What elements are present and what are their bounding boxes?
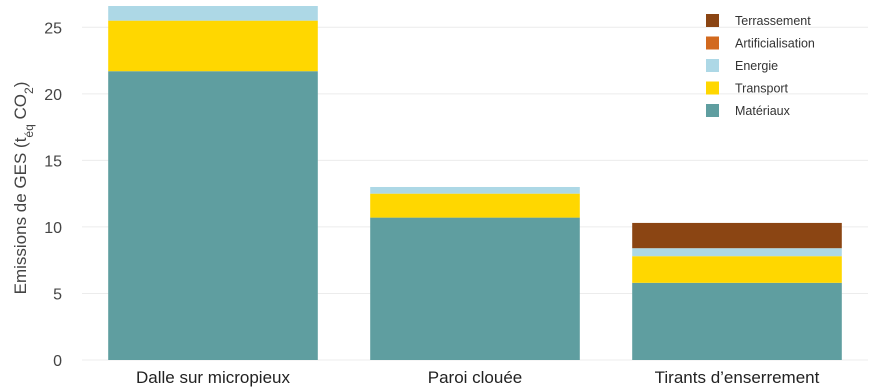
legend-swatch — [706, 81, 719, 95]
x-category-label: Tirants d’enserrement — [655, 368, 820, 387]
bar-segment-energie-3 — [632, 248, 842, 257]
legend-label: Matériaux — [735, 104, 791, 118]
y-tick-label: 10 — [44, 220, 62, 237]
legend-label: Terrassement — [735, 14, 811, 28]
legend-label: Artificialisation — [735, 37, 815, 51]
y-tick-label: 20 — [44, 87, 62, 104]
bar-segment-materiaux-1 — [108, 71, 318, 361]
y-tick-label: 25 — [44, 20, 62, 37]
bar-segment-transport-3 — [632, 256, 842, 283]
x-axis-labels: Dalle sur micropieux Paroi clouée Tirants … — [136, 368, 820, 387]
bar-segment-materiaux-3 — [632, 282, 842, 360]
y-tick-label: 0 — [53, 353, 62, 370]
legend-label: Energie — [735, 59, 778, 73]
bars — [108, 6, 842, 361]
legend-swatch — [706, 59, 719, 72]
legend-swatch — [706, 14, 719, 27]
bar-segment-materiaux-2 — [370, 217, 580, 360]
bar-segment-energie-1 — [108, 6, 318, 21]
bar-segment-terrassement-3 — [632, 222, 842, 249]
bar-segment-energie-2 — [370, 186, 580, 194]
y-tick-label: 5 — [53, 286, 62, 303]
x-category-label: Paroi clouée — [428, 368, 523, 387]
x-category-label: Dalle sur micropieux — [136, 368, 290, 387]
legend-swatch — [706, 36, 719, 50]
y-tick-label: 15 — [44, 153, 62, 170]
legend: Terrassement Artificialisation Energie Tran… — [706, 14, 815, 118]
legend-label: Transport — [735, 82, 789, 96]
y-axis-ticks: 0 5 10 15 20 25 — [44, 20, 62, 370]
bar-segment-transport-1 — [108, 20, 318, 72]
bar-segment-transport-2 — [370, 193, 580, 218]
legend-swatch — [706, 104, 719, 117]
y-axis-label: Emissions de GES (téq CO2) — [11, 82, 36, 295]
